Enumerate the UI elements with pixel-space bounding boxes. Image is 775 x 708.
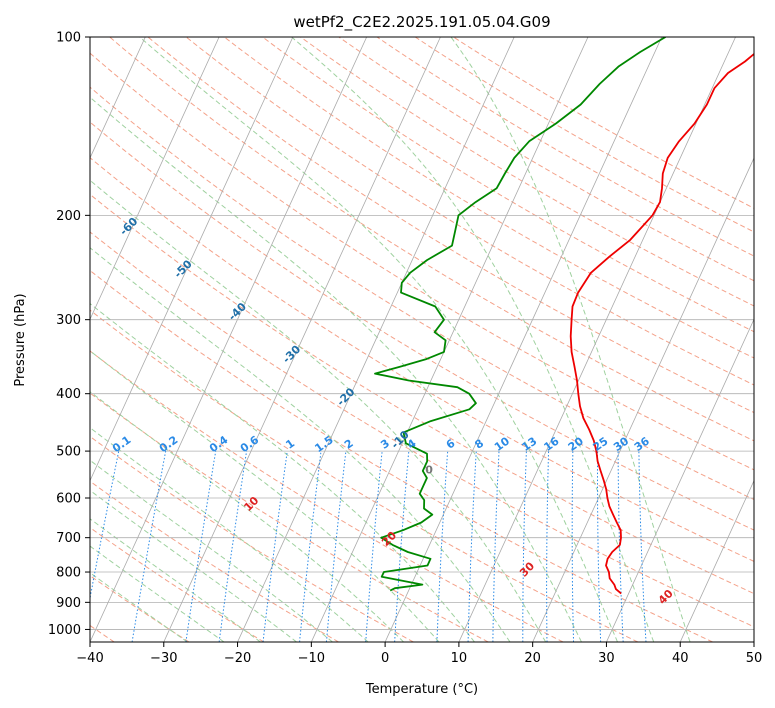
isotherm-line: [90, 37, 294, 482]
isotherm-line: [90, 37, 220, 321]
moist-adiabat-line: [90, 427, 369, 642]
y-tick-label: 300: [56, 313, 81, 328]
y-tick-label: 1000: [48, 623, 81, 638]
x-tick-label: 40: [672, 651, 689, 666]
x-tick-label: 10: [451, 651, 468, 666]
y-axis-label: Pressure (hPa): [13, 293, 28, 386]
isotherm-line: [458, 37, 736, 642]
y-tick-label: 100: [56, 31, 81, 46]
x-axis: −40 −30 −20 −10 0 10 20 30 40 50: [76, 642, 762, 666]
isotherm-line: [606, 318, 754, 642]
mixing-ratio-line: [365, 451, 383, 642]
y-tick-label: 700: [56, 531, 81, 546]
x-tick-label: −10: [298, 651, 325, 666]
mixing-ratio-line: [617, 451, 624, 642]
mixing-ratio-line: [436, 451, 449, 642]
y-tick-label: 800: [56, 566, 81, 581]
dry-adiabat-line: [300, 37, 754, 307]
dry-adiabat-line: [90, 269, 713, 642]
mixing-ratio-line: [546, 451, 550, 642]
dry-adiabat-line: [90, 575, 190, 642]
isotherm-line: [310, 37, 589, 642]
isotherm-line: [679, 479, 754, 642]
x-tick-label: 0: [381, 651, 389, 666]
x-tick-label: −30: [150, 651, 177, 666]
isotherms: [90, 37, 754, 642]
dry-adiabat-line: [90, 392, 489, 642]
y-tick-label: 200: [56, 209, 81, 224]
x-tick-label: 30: [598, 651, 615, 666]
moist-adiabat-line: [90, 247, 511, 642]
moist-adiabat-line: [291, 37, 655, 642]
y-tick-label: 500: [56, 445, 81, 460]
x-tick-label: −40: [76, 651, 103, 666]
sounding-profiles: [374, 37, 754, 595]
moist-adiabat-line: [90, 350, 440, 642]
x-tick-label: −20: [224, 651, 251, 666]
isotherm-line: [163, 37, 441, 642]
dry-adiabat-line: [262, 37, 754, 333]
y-tick-label: 400: [56, 387, 81, 402]
moist-adiabat-line: [90, 179, 547, 642]
isotherm-line: [90, 37, 368, 642]
plot-frame: [89, 36, 755, 643]
moist-adiabat-line: [90, 459, 333, 642]
mixing-ratio-line: [325, 451, 347, 642]
x-axis-label: Temperature (°C): [365, 682, 478, 697]
mixing-ratio-line: [638, 451, 647, 642]
dewpoint-profile-line: [374, 37, 666, 592]
y-tick-label: 900: [56, 596, 81, 611]
dry-adiabat-line: [90, 121, 754, 531]
mixing-ratio-line: [571, 451, 574, 642]
dry-adiabat-line: [90, 231, 754, 628]
mixing-ratio-line: [597, 451, 602, 642]
mixing-ratio-line: [492, 451, 500, 642]
dry-adiabat-line: [90, 350, 564, 642]
isotherm-line: [237, 37, 515, 642]
dry-adiabat-line: [90, 157, 754, 562]
dry-adiabat-line: [90, 86, 754, 501]
isotherm-line: [532, 157, 754, 642]
mixing-ratio-lines: [90, 451, 647, 642]
mixing-ratio-line: [467, 451, 477, 642]
moist-adiabat-line: [450, 37, 691, 642]
moist-adiabat-label: 0: [425, 463, 433, 476]
temperature-profile-line: [569, 52, 754, 595]
plot-area: [90, 37, 754, 642]
dry-adiabat-line: [90, 193, 754, 595]
chart-title: wetPf2_C2E2.2025.191.05.04.G09: [293, 13, 550, 32]
isotherm-line: [90, 37, 146, 159]
dry-adiabat-line: [185, 37, 754, 386]
moist-adiabat-line: [90, 572, 188, 642]
y-axis: 100 200 300 400 500 600 700 800 900 1000: [48, 31, 90, 638]
moist-adiabat-line: [90, 545, 225, 642]
mixing-ratio-line: [394, 451, 410, 642]
moist-adiabat-line: [90, 391, 404, 642]
y-tick-label: 600: [56, 492, 81, 507]
x-tick-label: 50: [746, 651, 763, 666]
moist-adiabat-line: [90, 518, 261, 642]
x-tick-label: 20: [524, 651, 541, 666]
dry-adiabat-line: [223, 37, 754, 359]
mixing-ratio-line: [522, 451, 527, 642]
isotherm-line: [384, 37, 663, 642]
